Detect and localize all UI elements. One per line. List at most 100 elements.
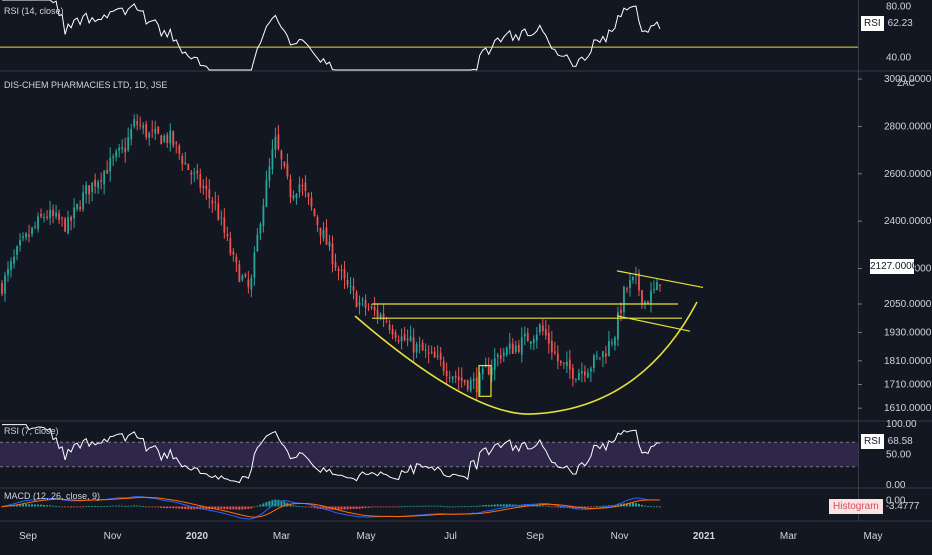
- candle-body: [61, 217, 63, 219]
- histogram-bar: [295, 505, 298, 507]
- candle-body: [559, 360, 562, 363]
- histogram-bar: [655, 506, 658, 508]
- histogram-bar: [217, 506, 220, 510]
- candle-body: [520, 337, 523, 355]
- histogram-bar: [343, 506, 346, 510]
- candle-body: [445, 370, 448, 377]
- histogram-bar: [58, 506, 61, 508]
- histogram-bar: [40, 504, 43, 507]
- candle-body: [211, 200, 214, 204]
- candle-body: [635, 274, 637, 276]
- histogram-bar: [415, 505, 418, 507]
- candle-body: [70, 216, 73, 221]
- candle-body: [397, 339, 400, 342]
- histogram-bar: [73, 506, 76, 508]
- macd-label: MACD (12, 26, close, 9): [4, 491, 101, 501]
- histogram-bar: [553, 506, 556, 508]
- histogram-bar: [130, 505, 133, 507]
- histogram-bar: [598, 505, 601, 507]
- candle-body: [647, 301, 649, 304]
- histogram-bar: [355, 506, 358, 509]
- rsi7-label: RSI (7, close): [4, 426, 59, 436]
- candle-body: [190, 172, 193, 175]
- candle-body: [505, 347, 508, 355]
- histogram-bar: [259, 504, 262, 507]
- candle-body: [644, 301, 646, 304]
- candle-body: [202, 186, 205, 188]
- candle-body: [367, 308, 370, 310]
- candle-body: [620, 309, 622, 314]
- channel-lower: [616, 315, 691, 332]
- candle-body: [154, 128, 157, 134]
- histogram-bar: [361, 506, 364, 509]
- candle-body: [556, 353, 559, 362]
- histogram-bar: [472, 505, 475, 507]
- candle-body: [31, 227, 33, 235]
- candle-body: [127, 137, 130, 151]
- histogram-bar: [403, 506, 406, 508]
- histogram-bar: [37, 504, 40, 507]
- histogram-bar: [646, 506, 649, 508]
- candle-body: [175, 142, 178, 144]
- candle-body: [265, 180, 268, 207]
- histogram-bar: [238, 506, 241, 510]
- candle-body: [142, 125, 145, 129]
- candle-body: [523, 333, 526, 337]
- candle-body: [25, 233, 27, 238]
- candle-body: [235, 256, 238, 263]
- histogram-bar: [625, 503, 628, 507]
- histogram-bar: [478, 505, 481, 507]
- candle-body: [430, 351, 433, 353]
- candle-body: [487, 365, 490, 375]
- candle-body: [382, 313, 385, 321]
- histogram-bar: [592, 506, 595, 508]
- histogram-bar: [550, 506, 553, 508]
- histogram-bar: [223, 506, 226, 510]
- candle-body: [139, 124, 142, 126]
- histogram-bar: [292, 505, 295, 507]
- histogram-bar: [496, 504, 499, 507]
- rsi14-label: RSI (14, close): [4, 6, 64, 16]
- histogram-bar: [97, 506, 100, 507]
- histogram-bar: [484, 504, 487, 507]
- histogram-bar: [346, 506, 349, 510]
- candle-body: [10, 261, 12, 271]
- x-axis-tick: May: [864, 531, 883, 542]
- candle-body: [589, 368, 592, 372]
- candle-body: [322, 230, 325, 239]
- histogram-bar: [520, 504, 523, 507]
- candle-body: [262, 205, 265, 226]
- histogram-bar: [457, 506, 460, 508]
- candle-body: [166, 134, 169, 143]
- histogram-bar: [52, 505, 55, 507]
- price-axis-tick: 2600.0000: [884, 169, 932, 180]
- histogram-bar: [397, 506, 400, 508]
- candle-body: [1, 283, 3, 294]
- histogram-bar: [94, 506, 97, 507]
- histogram-bar: [124, 505, 127, 507]
- histogram-bar: [289, 504, 292, 507]
- candle-body: [355, 292, 358, 308]
- candle-body: [247, 279, 250, 288]
- candle-body: [199, 173, 202, 188]
- candle-body: [403, 334, 406, 341]
- candle-body: [46, 216, 48, 218]
- histogram-bar: [340, 506, 343, 510]
- histogram-bar: [659, 506, 661, 508]
- candle-body: [232, 251, 235, 255]
- candle-body: [289, 179, 292, 198]
- histogram-bar: [280, 500, 283, 507]
- candle-body: [352, 286, 355, 291]
- candle-body: [178, 145, 181, 154]
- histogram-bar: [481, 505, 484, 507]
- candle-body: [58, 213, 60, 220]
- candle-body: [256, 234, 259, 252]
- histogram-bar: [412, 506, 415, 507]
- channel-upper: [616, 270, 704, 289]
- histogram-bar: [508, 504, 511, 507]
- candle-body: [656, 282, 658, 291]
- candle-body: [253, 252, 256, 278]
- candle-body: [136, 121, 139, 125]
